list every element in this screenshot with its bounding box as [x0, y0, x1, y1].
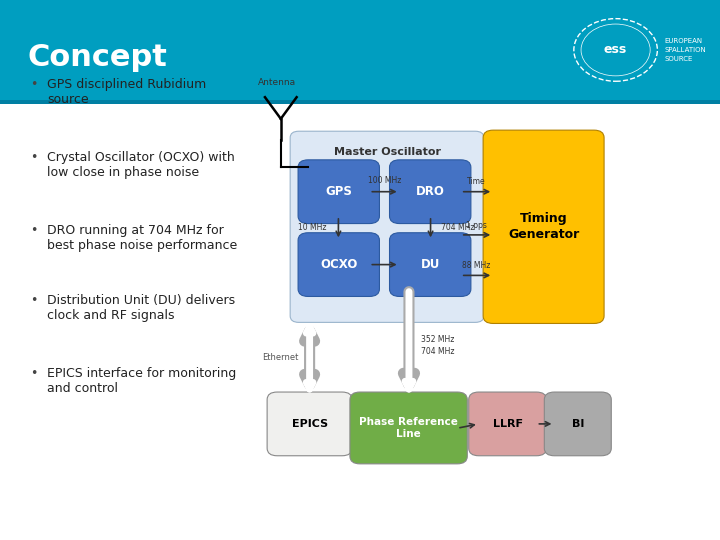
- Text: •: •: [30, 151, 37, 164]
- Text: LLRF: LLRF: [492, 419, 523, 429]
- Text: Ethernet: Ethernet: [262, 353, 299, 362]
- Text: 352 MHz
704 MHz: 352 MHz 704 MHz: [421, 335, 455, 356]
- FancyBboxPatch shape: [350, 392, 467, 464]
- Text: •: •: [30, 224, 37, 237]
- Text: ess: ess: [604, 43, 627, 57]
- Text: Crystal Oscillator (OCXO) with
low close in phase noise: Crystal Oscillator (OCXO) with low close…: [47, 151, 235, 179]
- FancyBboxPatch shape: [290, 131, 484, 322]
- Text: •: •: [30, 294, 37, 307]
- Text: Time: Time: [467, 177, 486, 186]
- FancyBboxPatch shape: [544, 392, 611, 456]
- Text: GPS: GPS: [325, 185, 352, 198]
- FancyBboxPatch shape: [267, 392, 352, 456]
- Text: •: •: [30, 78, 37, 91]
- Text: Timing
Generator: Timing Generator: [508, 212, 579, 241]
- Text: Phase Reference
Line: Phase Reference Line: [359, 417, 458, 439]
- Text: Distribution Unit (DU) delivers
clock and RF signals: Distribution Unit (DU) delivers clock an…: [47, 294, 235, 322]
- Text: EPICS: EPICS: [292, 419, 328, 429]
- FancyBboxPatch shape: [390, 160, 471, 224]
- Text: 100 MHz: 100 MHz: [368, 176, 401, 185]
- Text: BI: BI: [572, 419, 584, 429]
- Text: 88 MHz: 88 MHz: [462, 261, 491, 270]
- FancyBboxPatch shape: [390, 233, 471, 296]
- FancyBboxPatch shape: [0, 100, 720, 104]
- Text: EPICS interface for monitoring
and control: EPICS interface for monitoring and contr…: [47, 367, 236, 395]
- FancyBboxPatch shape: [469, 392, 546, 456]
- Text: DRO: DRO: [415, 185, 445, 198]
- Text: 1 pps: 1 pps: [467, 220, 487, 230]
- Text: Master Oscillator: Master Oscillator: [333, 147, 441, 158]
- FancyBboxPatch shape: [483, 130, 604, 323]
- Text: 10 MHz: 10 MHz: [298, 224, 327, 232]
- Text: OCXO: OCXO: [320, 258, 357, 271]
- FancyBboxPatch shape: [298, 160, 379, 224]
- Text: Concept: Concept: [27, 43, 167, 72]
- Text: GPS disciplined Rubidium
source: GPS disciplined Rubidium source: [47, 78, 206, 106]
- Text: DU: DU: [420, 258, 440, 271]
- Text: DRO running at 704 MHz for
best phase noise performance: DRO running at 704 MHz for best phase no…: [47, 224, 237, 252]
- Text: Antenna: Antenna: [258, 78, 296, 87]
- Text: EUROPEAN
SPALLATION
SOURCE: EUROPEAN SPALLATION SOURCE: [665, 38, 706, 62]
- FancyBboxPatch shape: [0, 0, 720, 100]
- FancyBboxPatch shape: [298, 233, 379, 296]
- Text: •: •: [30, 367, 37, 380]
- Text: 704 MHz: 704 MHz: [441, 224, 474, 232]
